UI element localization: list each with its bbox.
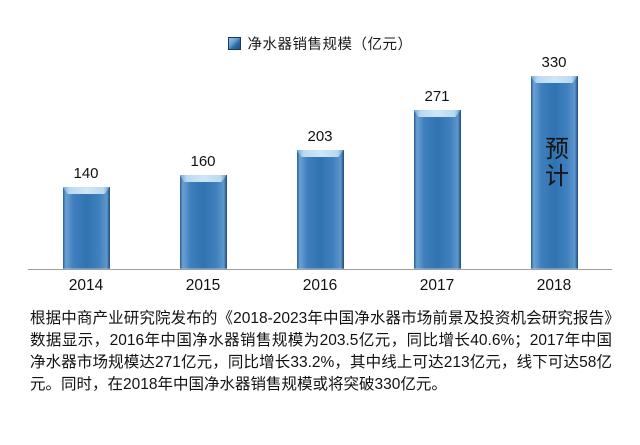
bar-2015	[179, 175, 227, 269]
forecast-annotation: 预计	[540, 135, 567, 190]
bar-2016	[296, 150, 344, 269]
bar-slot: 271	[379, 88, 495, 269]
x-axis-labels: 2014 2015 2016 2017 2018	[28, 277, 612, 295]
bar-2018: 预计	[530, 76, 578, 269]
x-tick-2018: 2018	[536, 277, 572, 294]
bar-value-label: 271	[424, 88, 450, 105]
x-tick-2017: 2017	[419, 277, 455, 294]
x-tick-2016: 2016	[302, 277, 338, 294]
bar-2014	[62, 187, 110, 269]
bar-value-label: 203	[307, 128, 333, 145]
legend-label: 净水器销售规模（亿元）	[247, 37, 413, 53]
plot-area: 140 160 203 271 330 预计	[28, 0, 612, 270]
bar-value-label: 330	[541, 54, 567, 71]
description-text: 根据中商产业研究院发布的《2018-2023年中国净水器市场前景及投资机会研究报…	[30, 310, 612, 393]
bar-slot: 203	[262, 128, 378, 269]
bar-value-label: 160	[190, 153, 216, 170]
x-tick-2014: 2014	[68, 277, 104, 294]
bar-value-label: 140	[73, 165, 99, 182]
x-tick-2015: 2015	[185, 277, 221, 294]
bar-2017	[413, 110, 461, 269]
legend-marker-icon	[227, 37, 241, 50]
chart-legend: 净水器销售规模（亿元）	[0, 33, 640, 54]
bar-slot: 330 预计	[496, 54, 612, 269]
bar-slot: 140	[28, 165, 144, 269]
bar-slot: 160	[145, 153, 261, 269]
